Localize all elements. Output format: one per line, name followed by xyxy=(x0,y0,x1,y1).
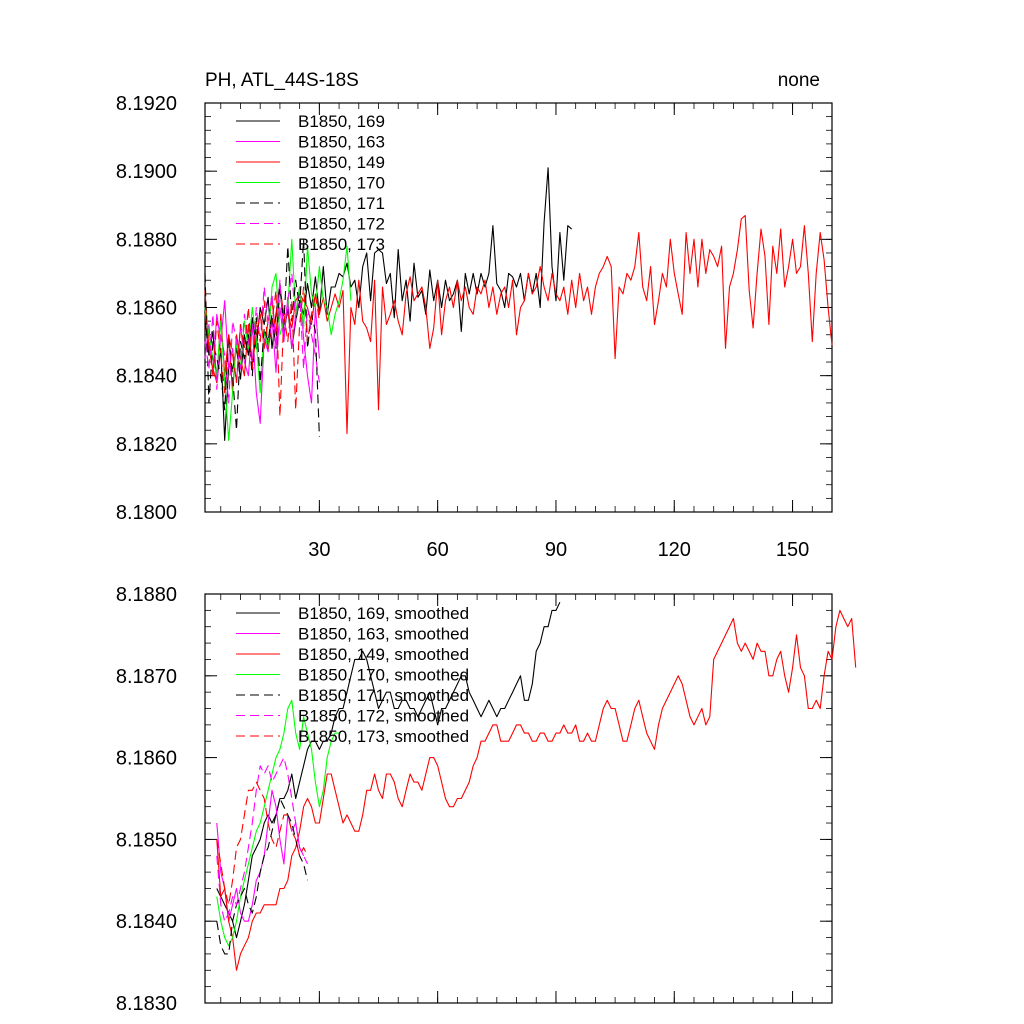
top-ytick-label: 8.1920 xyxy=(116,93,177,115)
bottom-legend-label-1: B1850, 163, smoothed xyxy=(298,625,469,644)
top-series-line-0 xyxy=(204,167,573,441)
bottom-ytick-label: 8.1860 xyxy=(116,748,177,770)
top-chart-panel: PH, ATL_44S-18S none 8.18008.18208.18408… xyxy=(116,70,833,561)
top-series-line-5 xyxy=(204,272,320,404)
top-ytick-label: 8.1860 xyxy=(116,298,177,320)
top-ytick-label: 8.1880 xyxy=(116,229,177,251)
top-series-line-3 xyxy=(204,238,352,441)
bottom-ytick-label: 8.1850 xyxy=(116,829,177,851)
bottom-series-line-6 xyxy=(216,781,308,906)
top-series-line-2 xyxy=(204,214,833,435)
bottom-series-line-5 xyxy=(216,757,308,922)
top-legend-label-1: B1850, 163 xyxy=(298,133,385,152)
top-legend-label-4: B1850, 171 xyxy=(298,194,385,213)
bottom-legend-label-4: B1850, 171, smoothed xyxy=(298,686,469,705)
bottom-chart-legend: B1850, 169, smoothed B1850, 163, smoothed… xyxy=(236,604,469,746)
bottom-legend-label-3: B1850, 170, smoothed xyxy=(298,666,469,685)
top-chart-title-right: none xyxy=(778,70,820,91)
top-xtick-label: 120 xyxy=(658,539,691,561)
bottom-ytick-label: 8.1830 xyxy=(116,993,177,1015)
bottom-series-line-3 xyxy=(216,699,340,947)
top-legend-label-2: B1850, 149 xyxy=(298,153,385,172)
top-series-line-6 xyxy=(204,286,320,418)
top-xtick-label: 150 xyxy=(776,539,809,561)
bottom-ytick-label: 8.1840 xyxy=(116,911,177,933)
bottom-legend-label-0: B1850, 169, smoothed xyxy=(298,604,469,623)
bottom-chart-ticks: 8.1830 8.1840 8.1850 8.1860 8.1870 8.1880 xyxy=(116,584,833,1015)
top-chart-title: PH, ATL_44S-18S xyxy=(205,70,359,91)
top-xtick-label: 30 xyxy=(308,539,330,561)
top-legend-label-3: B1850, 170 xyxy=(298,174,385,193)
top-series-line-4 xyxy=(204,238,320,438)
top-xtick-label: 90 xyxy=(545,539,567,561)
bottom-series-line-0 xyxy=(216,601,561,939)
top-ytick-label: 8.1800 xyxy=(116,502,177,524)
bottom-series-line-2 xyxy=(216,609,857,971)
bottom-chart-panel: 8.1830 8.1840 8.1850 8.1860 8.1870 8.1880 B18… xyxy=(116,584,857,1015)
top-legend-label-5: B1850, 172 xyxy=(298,215,385,234)
bottom-ytick-label: 8.1870 xyxy=(116,666,177,688)
top-ytick-label: 8.1840 xyxy=(116,366,177,388)
top-ytick-label: 8.1900 xyxy=(116,161,177,183)
top-legend-label-0: B1850, 169 xyxy=(298,112,385,131)
bottom-ytick-label: 8.1880 xyxy=(116,584,177,606)
top-ytick-label: 8.1820 xyxy=(116,434,177,456)
bottom-chart-series xyxy=(216,601,857,971)
bottom-series-line-1 xyxy=(216,789,305,922)
top-legend-label-6: B1850, 173 xyxy=(298,235,385,254)
bottom-legend-label-5: B1850, 172, smoothed xyxy=(298,707,469,726)
top-xtick-label: 60 xyxy=(427,539,449,561)
bottom-legend-label-6: B1850, 173, smoothed xyxy=(298,727,469,746)
bottom-legend-label-2: B1850, 149, smoothed xyxy=(298,645,469,664)
top-chart-ticks: 8.1800 8.1820 8.1840 8.1860 8.1880 8.1900 8.19… xyxy=(116,93,833,561)
top-chart-series xyxy=(204,167,833,441)
bottom-chart-plot-frame xyxy=(204,593,833,1004)
